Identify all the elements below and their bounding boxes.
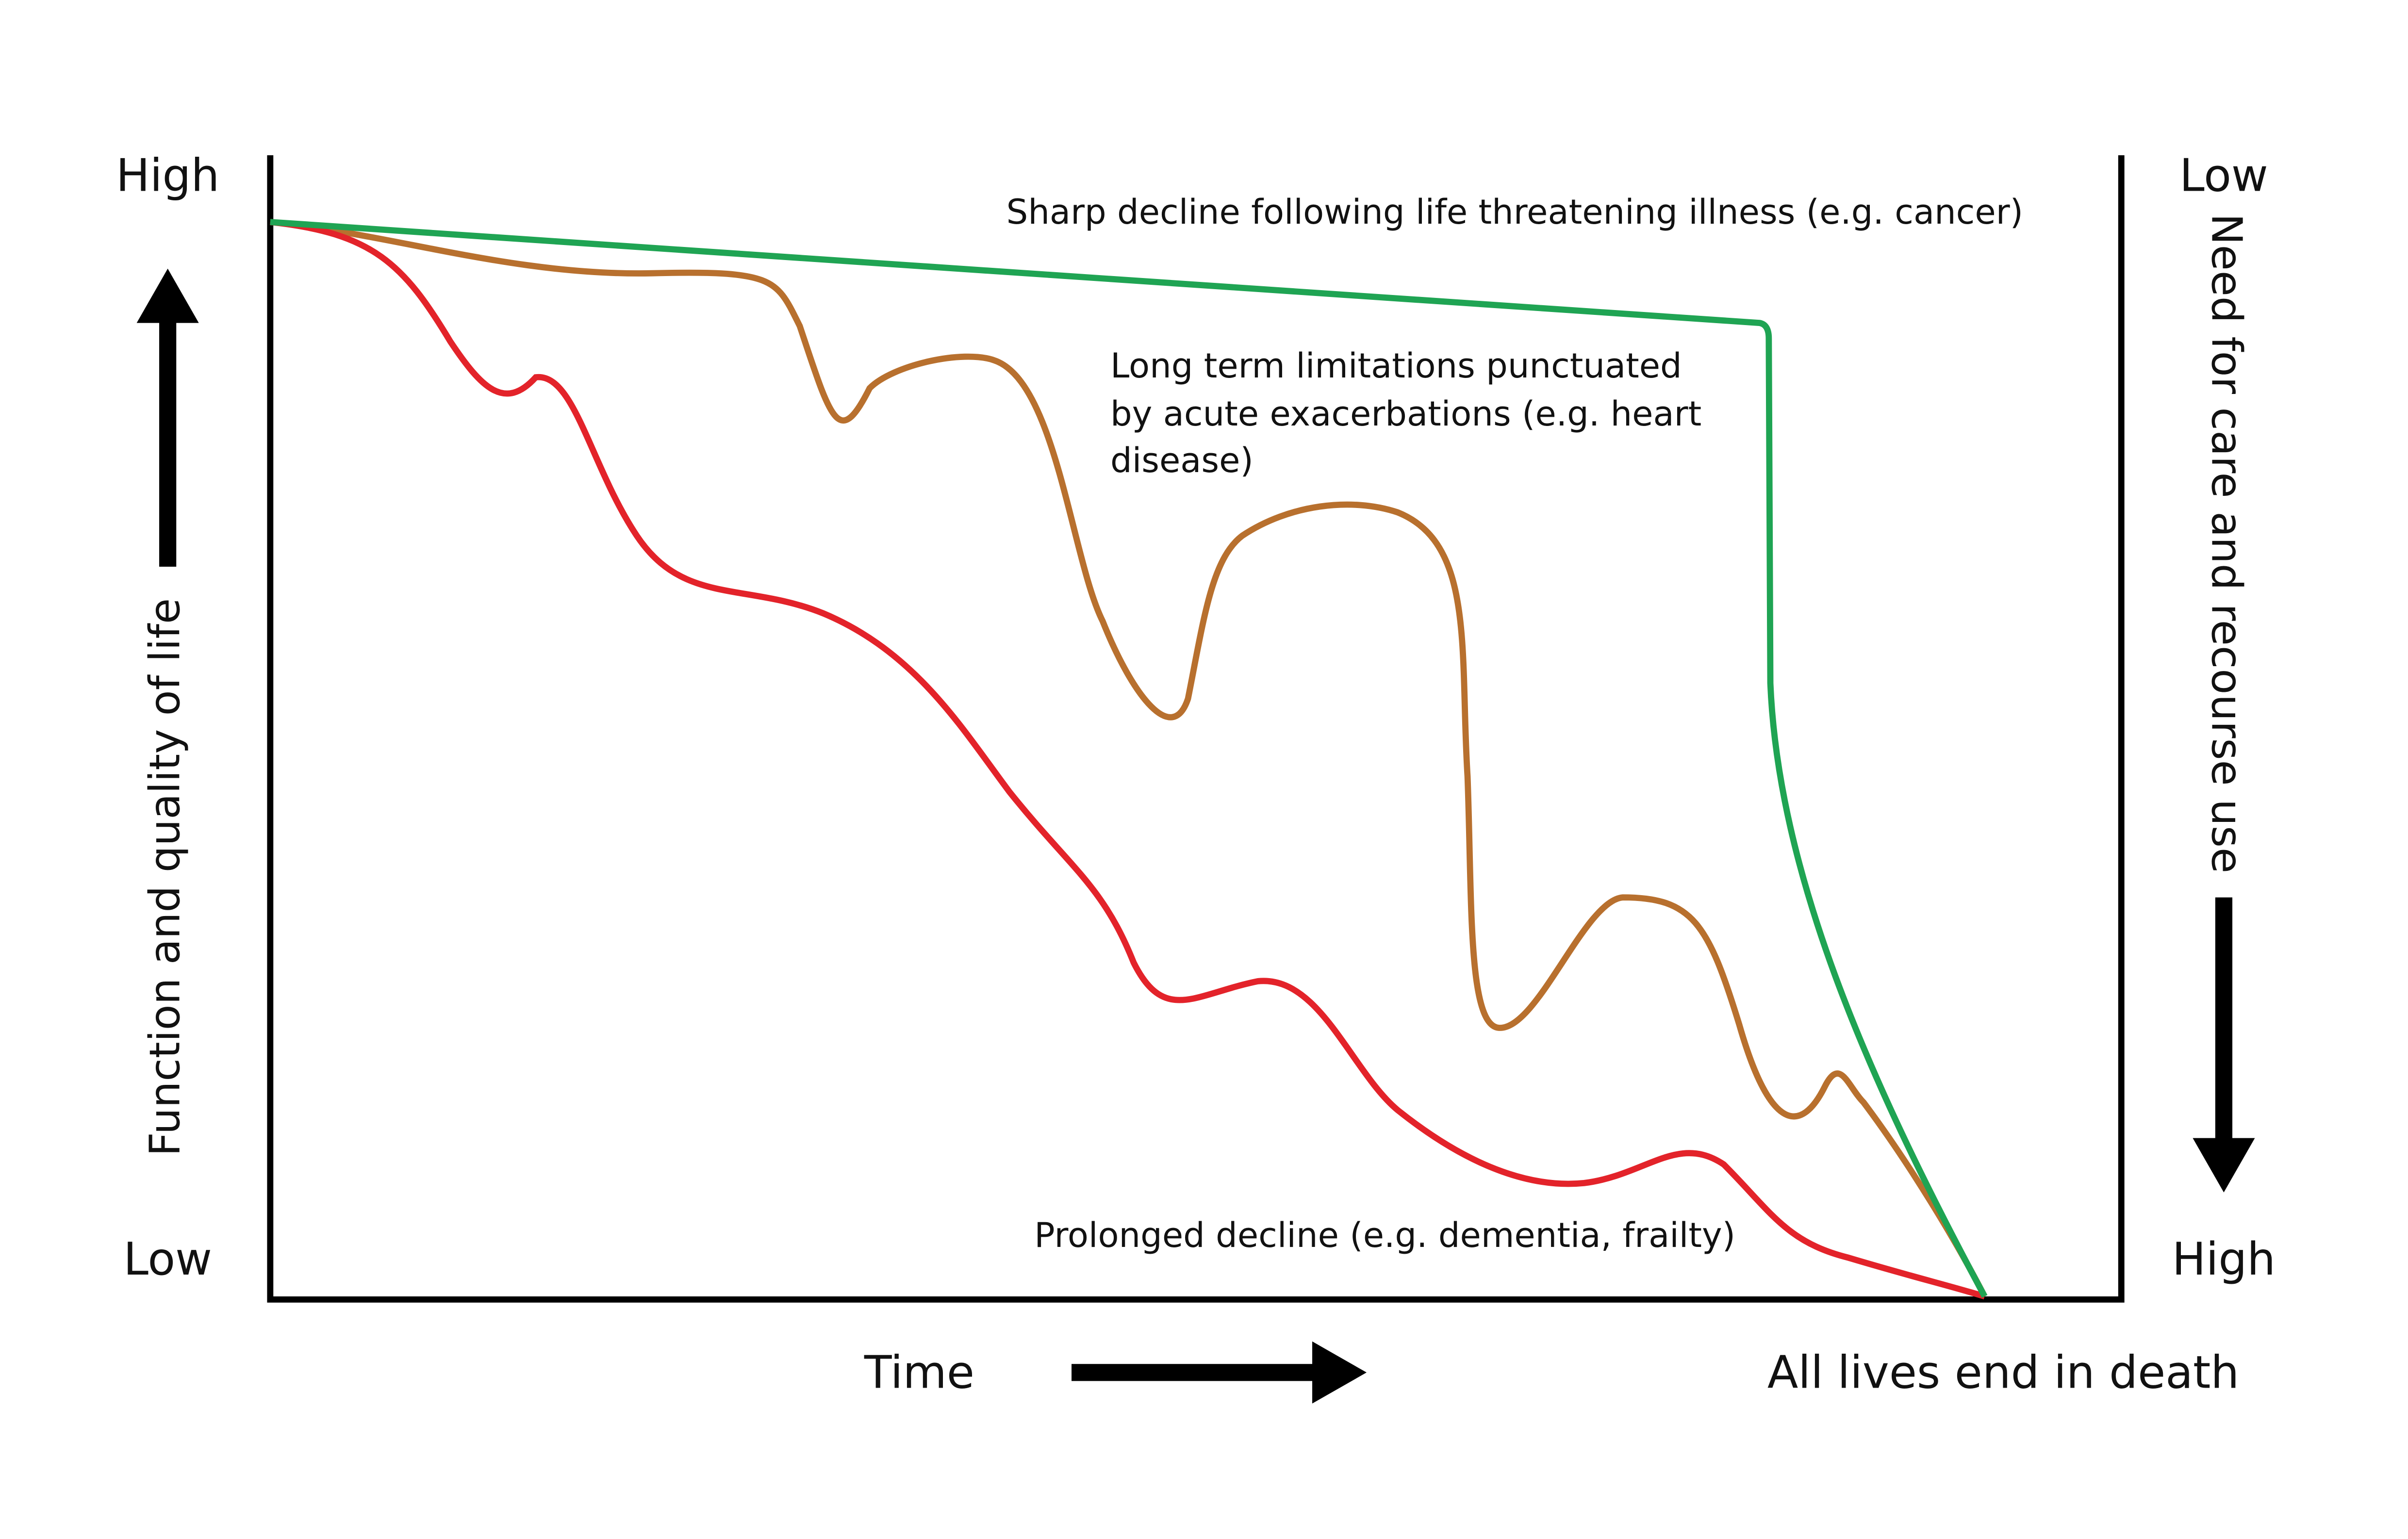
cancer-curve <box>270 219 1988 1298</box>
left-bottom-label: Low <box>123 1233 212 1285</box>
heart-disease-curve <box>270 219 1988 1298</box>
frailty-curve <box>270 219 1986 1300</box>
heart-label-line: Long term limitations punctuated <box>1110 346 1682 386</box>
right-axis-title: Need for care and recourse use <box>2202 213 2251 873</box>
cancer-label: Sharp decline following life threatening… <box>1006 192 2023 232</box>
axes-frame <box>267 155 2125 1303</box>
left-axis-title: Function and quality of life <box>141 598 190 1156</box>
right-bottom-label: High <box>2172 1233 2276 1285</box>
heart-label-line: disease) <box>1110 441 1253 480</box>
x-axis-label: Time <box>864 1346 974 1399</box>
left-top-label: High <box>116 149 219 201</box>
down-arrow-head <box>2193 1138 2255 1193</box>
frailty-label: Prolonged decline (e.g. dementia, frailt… <box>1034 1215 1735 1255</box>
up-arrow-head <box>136 268 199 323</box>
heart-label-line: by acute exacerbations (e.g. heart <box>1110 394 1701 434</box>
right-arrow-head <box>1312 1341 1367 1404</box>
x-axis-end-label: All lives end in death <box>1767 1346 2239 1399</box>
right-top-label: Low <box>2179 149 2268 201</box>
